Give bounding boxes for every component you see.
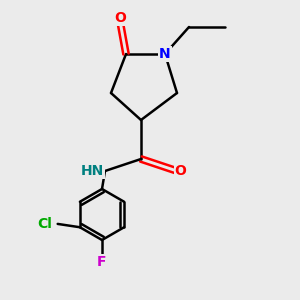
Text: O: O	[175, 164, 187, 178]
Text: O: O	[114, 11, 126, 25]
Text: N: N	[159, 47, 171, 61]
Text: F: F	[97, 256, 107, 269]
Text: HN: HN	[80, 164, 104, 178]
Text: Cl: Cl	[37, 217, 52, 231]
